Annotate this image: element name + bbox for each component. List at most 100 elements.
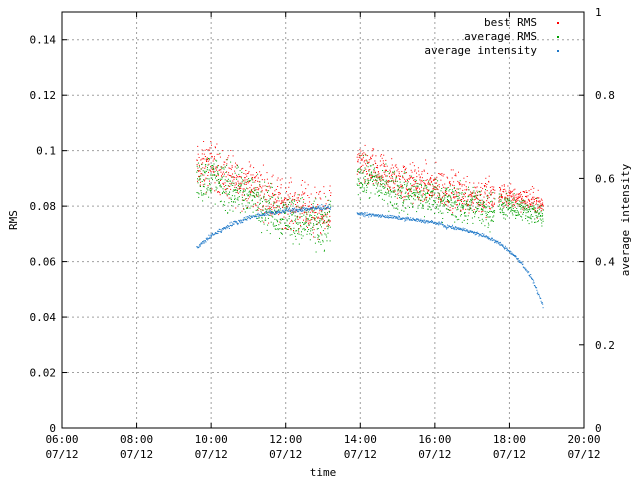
data-point: [425, 163, 427, 165]
data-point: [483, 206, 485, 208]
data-point: [218, 191, 220, 193]
data-point: [253, 188, 255, 190]
data-point: [384, 183, 386, 185]
data-point: [539, 216, 541, 217]
data-point: [236, 178, 238, 180]
data-point: [431, 204, 433, 206]
data-point: [459, 228, 460, 230]
data-point: [357, 194, 359, 196]
data-point: [403, 171, 405, 173]
data-point: [240, 187, 242, 189]
data-point: [531, 208, 533, 210]
data-point: [381, 214, 383, 216]
data-point: [401, 171, 403, 172]
legend-label: average RMS: [464, 30, 537, 43]
data-point: [225, 228, 227, 230]
data-point: [370, 156, 371, 158]
data-point: [403, 202, 404, 204]
data-point: [392, 215, 394, 217]
data-point: [389, 216, 390, 218]
data-point: [431, 194, 433, 196]
data-point: [323, 216, 325, 218]
data-point: [490, 191, 492, 193]
data-point: [459, 229, 461, 231]
data-point: [393, 181, 394, 183]
data-point: [529, 217, 531, 219]
data-point: [204, 240, 206, 242]
data-point: [327, 212, 328, 214]
data-point: [440, 200, 442, 202]
data-point: [294, 215, 296, 217]
data-point: [535, 207, 537, 209]
data-point: [410, 194, 412, 196]
data-point: [480, 214, 482, 216]
data-point: [391, 164, 393, 166]
data-point: [281, 212, 283, 214]
data-point: [312, 226, 314, 228]
data-point: [503, 203, 504, 205]
data-point: [391, 217, 393, 219]
data-point: [479, 220, 481, 221]
data-point: [273, 225, 275, 227]
data-point: [525, 203, 527, 205]
data-point: [292, 222, 294, 224]
data-point: [522, 263, 524, 265]
data-point: [392, 177, 394, 179]
data-point: [311, 210, 313, 212]
data-point: [488, 197, 490, 199]
data-point: [210, 141, 212, 142]
data-point: [509, 190, 511, 192]
data-point: [511, 252, 513, 254]
data-point: [294, 219, 296, 221]
data-point: [243, 190, 245, 192]
data-point: [254, 189, 256, 191]
data-point: [508, 199, 510, 201]
data-point: [204, 183, 206, 185]
data-point: [329, 211, 330, 213]
data-point: [211, 177, 213, 179]
data-point: [438, 212, 440, 214]
data-point: [386, 183, 388, 185]
data-point: [283, 207, 285, 209]
data-point: [463, 193, 465, 195]
data-point: [430, 192, 432, 194]
data-point: [198, 193, 200, 195]
data-point: [210, 171, 212, 172]
data-point: [259, 171, 261, 173]
data-point: [232, 224, 233, 226]
data-point: [527, 211, 529, 213]
data-point: [359, 149, 361, 151]
data-point: [434, 200, 436, 202]
data-point: [440, 222, 442, 224]
data-point: [221, 193, 223, 194]
data-point: [536, 211, 538, 213]
data-point: [537, 197, 539, 199]
data-point: [445, 195, 447, 196]
data-point: [479, 234, 481, 236]
data-point: [287, 210, 289, 212]
data-point: [526, 216, 528, 218]
data-point: [240, 184, 242, 186]
data-point: [481, 211, 482, 213]
data-point: [276, 212, 278, 214]
data-point: [386, 192, 388, 194]
data-point: [427, 222, 429, 224]
data-point: [405, 217, 407, 219]
data-point: [541, 215, 543, 217]
data-point: [261, 232, 263, 234]
data-point: [399, 181, 401, 183]
data-point: [290, 228, 291, 229]
data-point: [468, 209, 470, 211]
data-point: [522, 191, 524, 192]
data-point: [270, 186, 272, 188]
data-point: [409, 190, 411, 192]
data-point: [513, 204, 515, 206]
data-point: [395, 179, 397, 181]
data-point: [201, 153, 203, 155]
data-point: [503, 206, 505, 208]
data-point: [324, 233, 326, 235]
data-point: [211, 233, 213, 235]
data-point: [509, 195, 511, 197]
data-point: [468, 189, 470, 191]
data-point: [252, 179, 254, 181]
